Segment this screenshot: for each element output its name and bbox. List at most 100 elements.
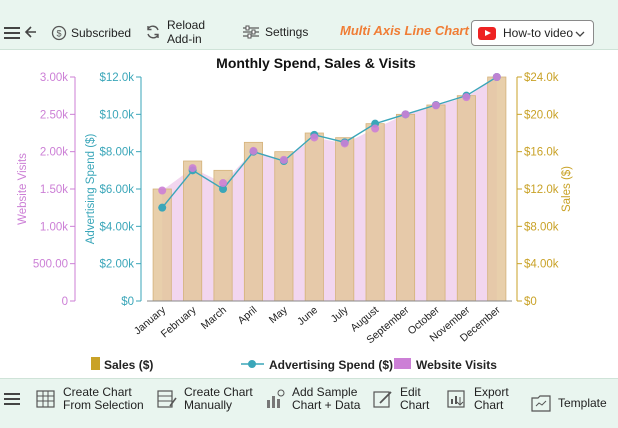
x-tick-label: March	[199, 304, 229, 332]
website-visits-point	[219, 179, 228, 188]
sales-bar	[456, 95, 476, 302]
create-chart-manually-button[interactable]: Create Chart Manually	[156, 386, 253, 412]
website-visits-point	[462, 93, 471, 102]
visits-tick-label: 0	[62, 296, 68, 308]
sales-bar	[426, 104, 446, 302]
website-visits-point	[279, 155, 288, 164]
sales-bars	[152, 76, 507, 302]
chevron-down-icon	[575, 31, 585, 37]
visits-tick-label: 1.00k	[40, 221, 68, 233]
sales-tick-label: $0	[524, 296, 537, 308]
menu-icon[interactable]	[4, 393, 20, 405]
spend-tick-label: $10.0k	[99, 109, 134, 121]
add-sample-label-1: Add Sample	[292, 385, 358, 399]
sample-chart-icon	[267, 389, 285, 408]
chart-title: Monthly Spend, Sales & Visits	[216, 55, 416, 71]
website-visits-area-fill	[162, 77, 497, 301]
add-sample-chart-button[interactable]: Add Sample Chart + Data	[264, 386, 360, 412]
website-visits-point	[158, 186, 167, 195]
export-chart-button[interactable]: Export Chart	[446, 386, 509, 412]
website-visits-points	[158, 73, 501, 195]
settings-button[interactable]: Settings	[242, 25, 308, 39]
template-button[interactable]: Template	[530, 392, 607, 414]
reload-addin-button[interactable]: Reload Add-in	[145, 18, 205, 46]
sales-tick-label: $24.0k	[524, 72, 559, 84]
legend-spend-marker	[248, 360, 256, 368]
website-visits-point	[340, 139, 349, 148]
legend: Sales ($) Advertising Spend ($) Website Vi…	[91, 357, 497, 372]
edit-chart-button[interactable]: Edit Chart	[372, 386, 429, 412]
advertising-spend-polyline	[161, 76, 498, 209]
create-manual-label-1: Create Chart	[184, 385, 253, 399]
add-sample-label-2: Chart + Data	[292, 398, 361, 412]
export-chart-icon	[447, 390, 465, 408]
visits-tick-label: 2.00k	[40, 147, 68, 159]
legend-spend-label: Advertising Spend ($)	[269, 358, 393, 372]
sales-bar	[274, 151, 294, 302]
top-toolbar: $ Subscribed Reload Add-in Settings Mult…	[0, 0, 618, 50]
spend-tick-label: $0	[121, 296, 134, 308]
visits-tick-label: 1.50k	[40, 184, 68, 196]
export-label-1: Export	[474, 385, 509, 399]
howto-video-dropdown[interactable]: How-to video	[471, 20, 594, 46]
sales-tick-label: $12.0k	[524, 184, 559, 196]
x-tick-label: February	[159, 304, 199, 341]
visits-tick-label: 3.00k	[40, 72, 68, 84]
subscribed-button[interactable]: $ Subscribed	[51, 25, 131, 41]
visits-axis-title: Website Visits	[17, 153, 29, 225]
website-visits-point	[431, 101, 440, 110]
advertising-spend-point	[158, 203, 167, 212]
sales-bar	[183, 160, 203, 302]
table-select-icon	[36, 390, 55, 408]
menu-icon[interactable]	[4, 27, 20, 39]
subscribed-label: Subscribed	[71, 26, 132, 40]
template-icon	[531, 395, 551, 412]
axes: 0 500.00 1.00k 1.50k 2.00k 2.50k 3.00k Website …	[17, 72, 573, 308]
sales-bar	[304, 132, 324, 302]
edit-chart-icon	[373, 391, 392, 408]
spend-tick-label: $12.0k	[99, 72, 134, 84]
legend-visits-swatch	[394, 358, 411, 369]
spend-tick-label: $2.00k	[99, 259, 134, 271]
spend-axis-title: Advertising Spend ($)	[85, 134, 97, 245]
back-arrow-icon[interactable]	[24, 24, 40, 40]
sales-tick-label: $16.0k	[524, 147, 559, 159]
website-visits-point	[249, 146, 258, 155]
visits-tick-label: 2.50k	[40, 109, 68, 121]
x-tick-label: May	[267, 304, 290, 326]
template-label: Template	[558, 395, 607, 410]
bottom-toolbar: Create Chart From Selection Create Chart…	[0, 378, 618, 428]
create-chart-from-selection-button[interactable]: Create Chart From Selection	[35, 386, 144, 412]
svg-text:$: $	[56, 29, 61, 39]
chart-type-label: Multi Axis Line Chart	[340, 23, 469, 38]
spend-tick-label: $8.00k	[99, 147, 134, 159]
sales-tick-label: $8.00k	[524, 221, 559, 233]
visits-tick-label: 500.00	[33, 259, 68, 271]
chart-area: Monthly Spend, Sales & Visits 0 500.00 1.0…	[17, 55, 573, 372]
x-tick-label: June	[295, 304, 320, 328]
x-tick-label: July	[329, 304, 352, 326]
create-manual-label-2: Manually	[184, 398, 233, 412]
create-selection-label-2: From Selection	[63, 398, 144, 412]
x-tick-label: April	[236, 304, 260, 327]
sales-bar	[365, 123, 385, 302]
website-visits-point	[310, 133, 319, 142]
website-visits-point	[188, 164, 197, 173]
spend-tick-label: $4.00k	[99, 221, 134, 233]
advertising-spend-point	[219, 185, 228, 193]
sales-bar	[335, 137, 355, 302]
sliders-icon	[243, 25, 259, 39]
edit-label-2: Chart	[400, 398, 430, 412]
table-edit-icon	[157, 390, 177, 408]
website-visits-point	[492, 73, 501, 81]
reload-icon	[147, 25, 159, 39]
sales-bar	[243, 141, 263, 302]
spend-tick-label: $6.00k	[99, 184, 134, 196]
website-visits-area	[162, 77, 497, 301]
youtube-icon	[478, 26, 496, 40]
sales-bar	[396, 113, 416, 302]
settings-label: Settings	[265, 25, 309, 39]
legend-sales-swatch	[91, 357, 100, 370]
sales-bar	[487, 76, 507, 302]
